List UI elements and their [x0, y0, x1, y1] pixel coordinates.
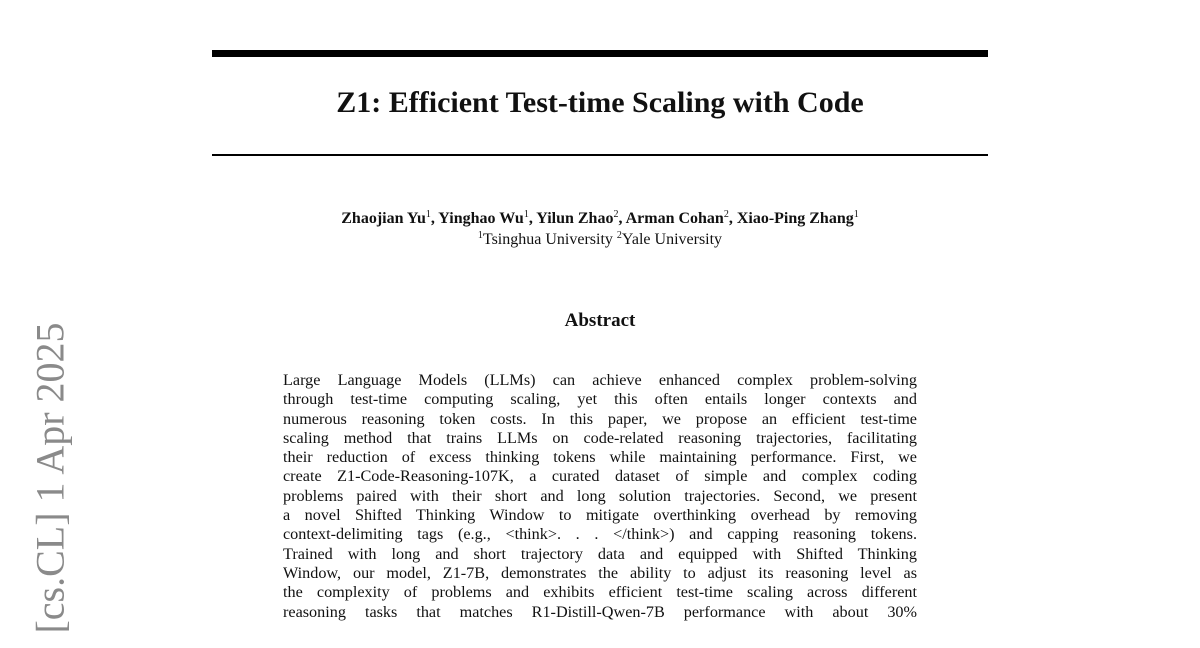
affiliation: 1Tsinghua University	[477, 230, 613, 249]
arxiv-sidebar-stamp: [cs.CL] 1 Apr 2025	[27, 322, 73, 634]
abstract-line: their reduction of excess thinking token…	[283, 448, 917, 467]
affiliations: 1Tsinghua University 2Yale University	[212, 231, 988, 249]
abstract-body: Large Language Models (LLMs) can achieve…	[283, 371, 917, 622]
title-top-rule	[212, 50, 988, 57]
author: Arman Cohan2	[625, 209, 729, 228]
author: Zhaojian Yu1	[341, 209, 431, 228]
abstract-line: create Z1-Code-Reasoning-107K, a curated…	[283, 467, 917, 486]
author: Yinghao Wu1	[438, 209, 529, 228]
abstract-line: Trained with long and short trajectory d…	[283, 544, 917, 563]
abstract-line: the complexity of problems and exhibits …	[283, 583, 917, 602]
abstract-line: Window, our model, Z1-7B, demonstrates t…	[283, 563, 917, 582]
author: Yilun Zhao2	[536, 209, 619, 228]
abstract-line: Large Language Models (LLMs) can achieve…	[283, 371, 917, 389]
abstract-line: context-delimiting tags (e.g., <think>. …	[283, 525, 917, 544]
author: Xiao-Ping Zhang1	[736, 209, 859, 228]
abstract-line: scaling method that trains LLMs on code-…	[283, 428, 917, 447]
abstract-line: a novel Shifted Thinking Window to mitig…	[283, 506, 917, 525]
abstract-line: numerous reasoning token costs. In this …	[283, 409, 917, 428]
title-bottom-rule	[212, 154, 988, 156]
abstract-line: reasoning tasks that matches R1-Distill-…	[283, 602, 917, 621]
paper-title: Z1: Efficient Test-time Scaling with Cod…	[336, 86, 864, 119]
author-list: Zhaojian Yu1, Yinghao Wu1, Yilun Zhao2, …	[341, 209, 859, 228]
abstract-heading: Abstract	[564, 310, 636, 331]
abstract-line: problems paired with their short and lon…	[283, 486, 917, 505]
affiliation: 2Yale University	[616, 230, 723, 249]
abstract-line: through test-time computing scaling, yet…	[283, 390, 917, 409]
